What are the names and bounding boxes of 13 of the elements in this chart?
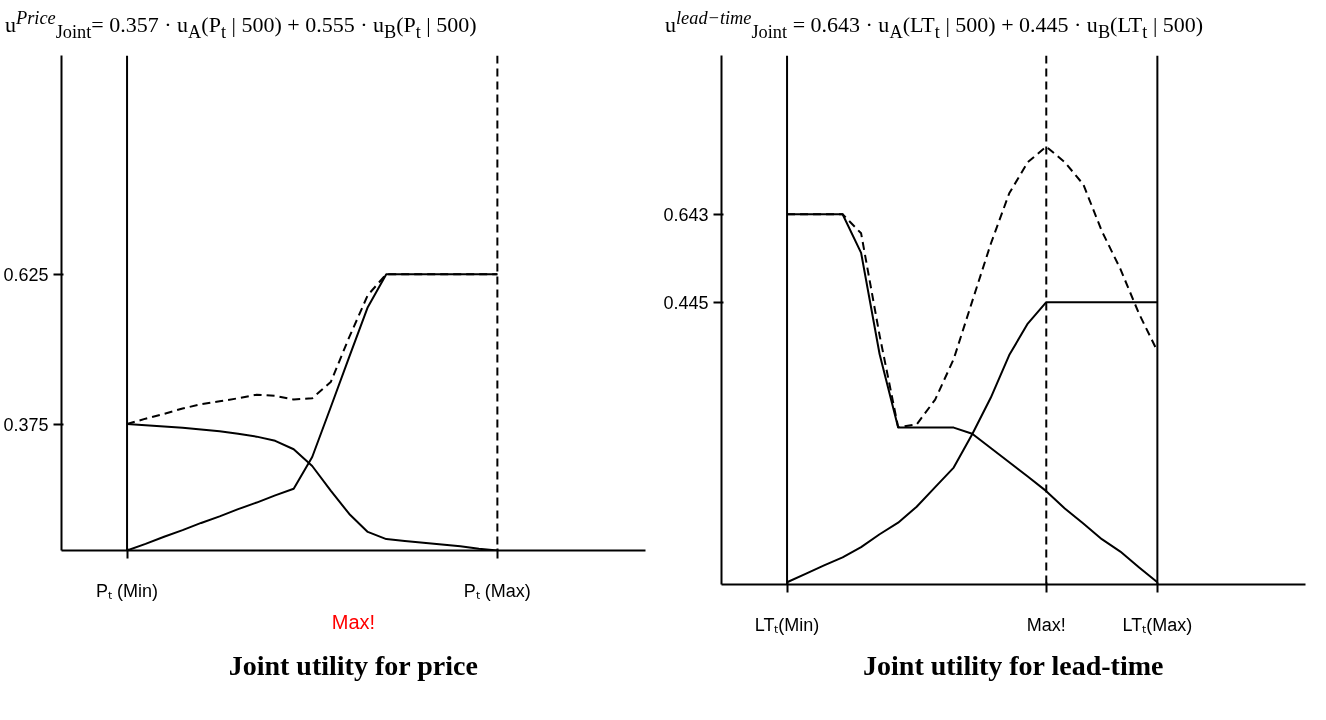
x-tick-label: LTₜ(Max) bbox=[1122, 614, 1193, 635]
x-tick-label: Pₜ (Min) bbox=[96, 580, 159, 601]
x-tick-label: LTₜ(Min) bbox=[754, 614, 820, 635]
x-tick-label: Pₜ (Max) bbox=[463, 580, 531, 601]
x-axis-title: Joint utility for lead-time bbox=[863, 649, 1164, 681]
y-tick-label: 0.643 bbox=[663, 204, 709, 225]
y-tick-label: 0.375 bbox=[3, 414, 49, 435]
chart-title: u$^{Price}$$_{Joint}$= 0.357 · u$_{A}$(P$_{t}$ | 500) + 0.555 · u$_{B}$(P$_{t}$ | 500) bbox=[5, 8, 477, 42]
chart-title: u$^{lead−time}$$_{Joint}$ = 0.643 · u$_{A}$(LT$_{t}$ | 500) + 0.445 · u$_{B}$(LT$_{t}$ | 500) bbox=[665, 8, 1204, 42]
y-tick-label: 0.445 bbox=[663, 292, 709, 313]
x-axis-title: Joint utility for price bbox=[228, 649, 478, 681]
x-tick-label: Max! bbox=[1026, 614, 1066, 635]
y-tick-label: 0.625 bbox=[3, 264, 49, 285]
